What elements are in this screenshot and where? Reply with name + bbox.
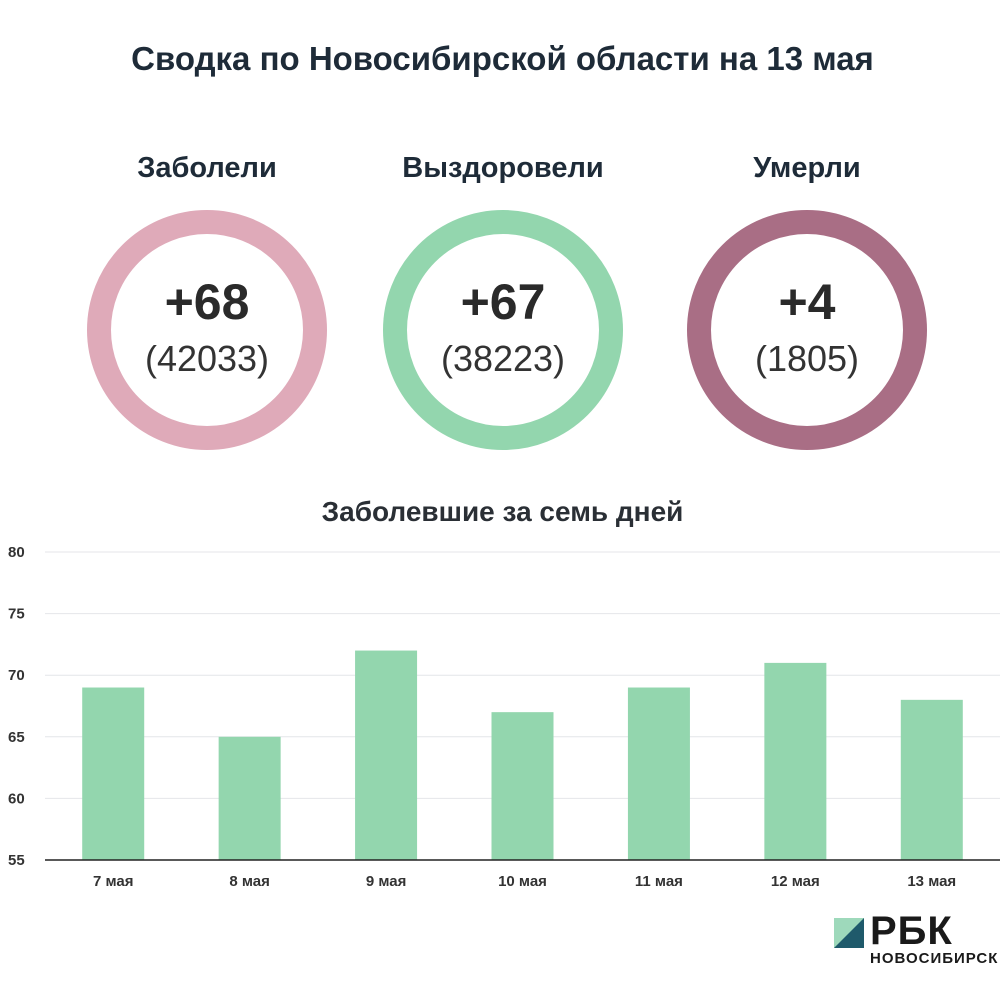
logo-city: НОВОСИБИРСК bbox=[870, 950, 999, 967]
stat-delta: +67 bbox=[460, 274, 546, 330]
x-tick-label: 7 мая bbox=[93, 873, 134, 890]
stat-delta: +68 bbox=[164, 274, 250, 330]
x-tick-label: 9 мая bbox=[366, 873, 407, 890]
stat-label: Заболели bbox=[137, 152, 277, 184]
x-tick-label: 13 мая bbox=[907, 873, 956, 890]
x-tick-label: 8 мая bbox=[229, 873, 270, 890]
stat-cases: Заболели +68 (42033) bbox=[67, 148, 347, 450]
x-tick-label: 11 мая bbox=[635, 873, 683, 890]
bar bbox=[355, 650, 418, 860]
chart-title: Заболевшие за семь дней bbox=[321, 496, 684, 527]
bar-chart: 55 60 65 70 75 80 7 мая 8 мая 9 мая 10 мая 11 мая 1… bbox=[8, 544, 1000, 890]
bar bbox=[491, 712, 554, 860]
bar bbox=[764, 662, 827, 860]
logo-wordmark: РБК bbox=[870, 909, 953, 953]
stat-deaths: Умерли +4 (1805) bbox=[667, 148, 947, 450]
y-tick-label: 80 bbox=[8, 544, 25, 561]
x-tick-label: 10 мая bbox=[498, 873, 547, 890]
stat-total: (42033) bbox=[144, 338, 270, 379]
bar bbox=[218, 736, 281, 860]
rbc-logo: РБК НОВОСИБИРСК bbox=[834, 909, 999, 970]
bar bbox=[900, 699, 963, 860]
stat-delta: +4 bbox=[778, 274, 836, 330]
y-tick-label: 55 bbox=[8, 852, 25, 869]
x-tick-label: 12 мая bbox=[771, 873, 820, 890]
stat-total: (1805) bbox=[754, 338, 860, 379]
page-title: Сводка по Новосибирской области на 13 ма… bbox=[131, 40, 874, 77]
stat-label: Выздоровели bbox=[402, 152, 604, 184]
bar bbox=[627, 687, 690, 860]
rbc-logo-icon bbox=[834, 918, 864, 948]
y-tick-label: 70 bbox=[8, 667, 25, 684]
y-tick-label: 60 bbox=[8, 790, 25, 807]
bar bbox=[82, 687, 145, 860]
stat-label: Умерли bbox=[753, 152, 861, 184]
stat-total: (38223) bbox=[440, 338, 566, 379]
y-tick-label: 75 bbox=[8, 606, 25, 623]
stat-recovered: Выздоровели +67 (38223) bbox=[363, 148, 643, 450]
y-tick-label: 65 bbox=[8, 729, 25, 746]
